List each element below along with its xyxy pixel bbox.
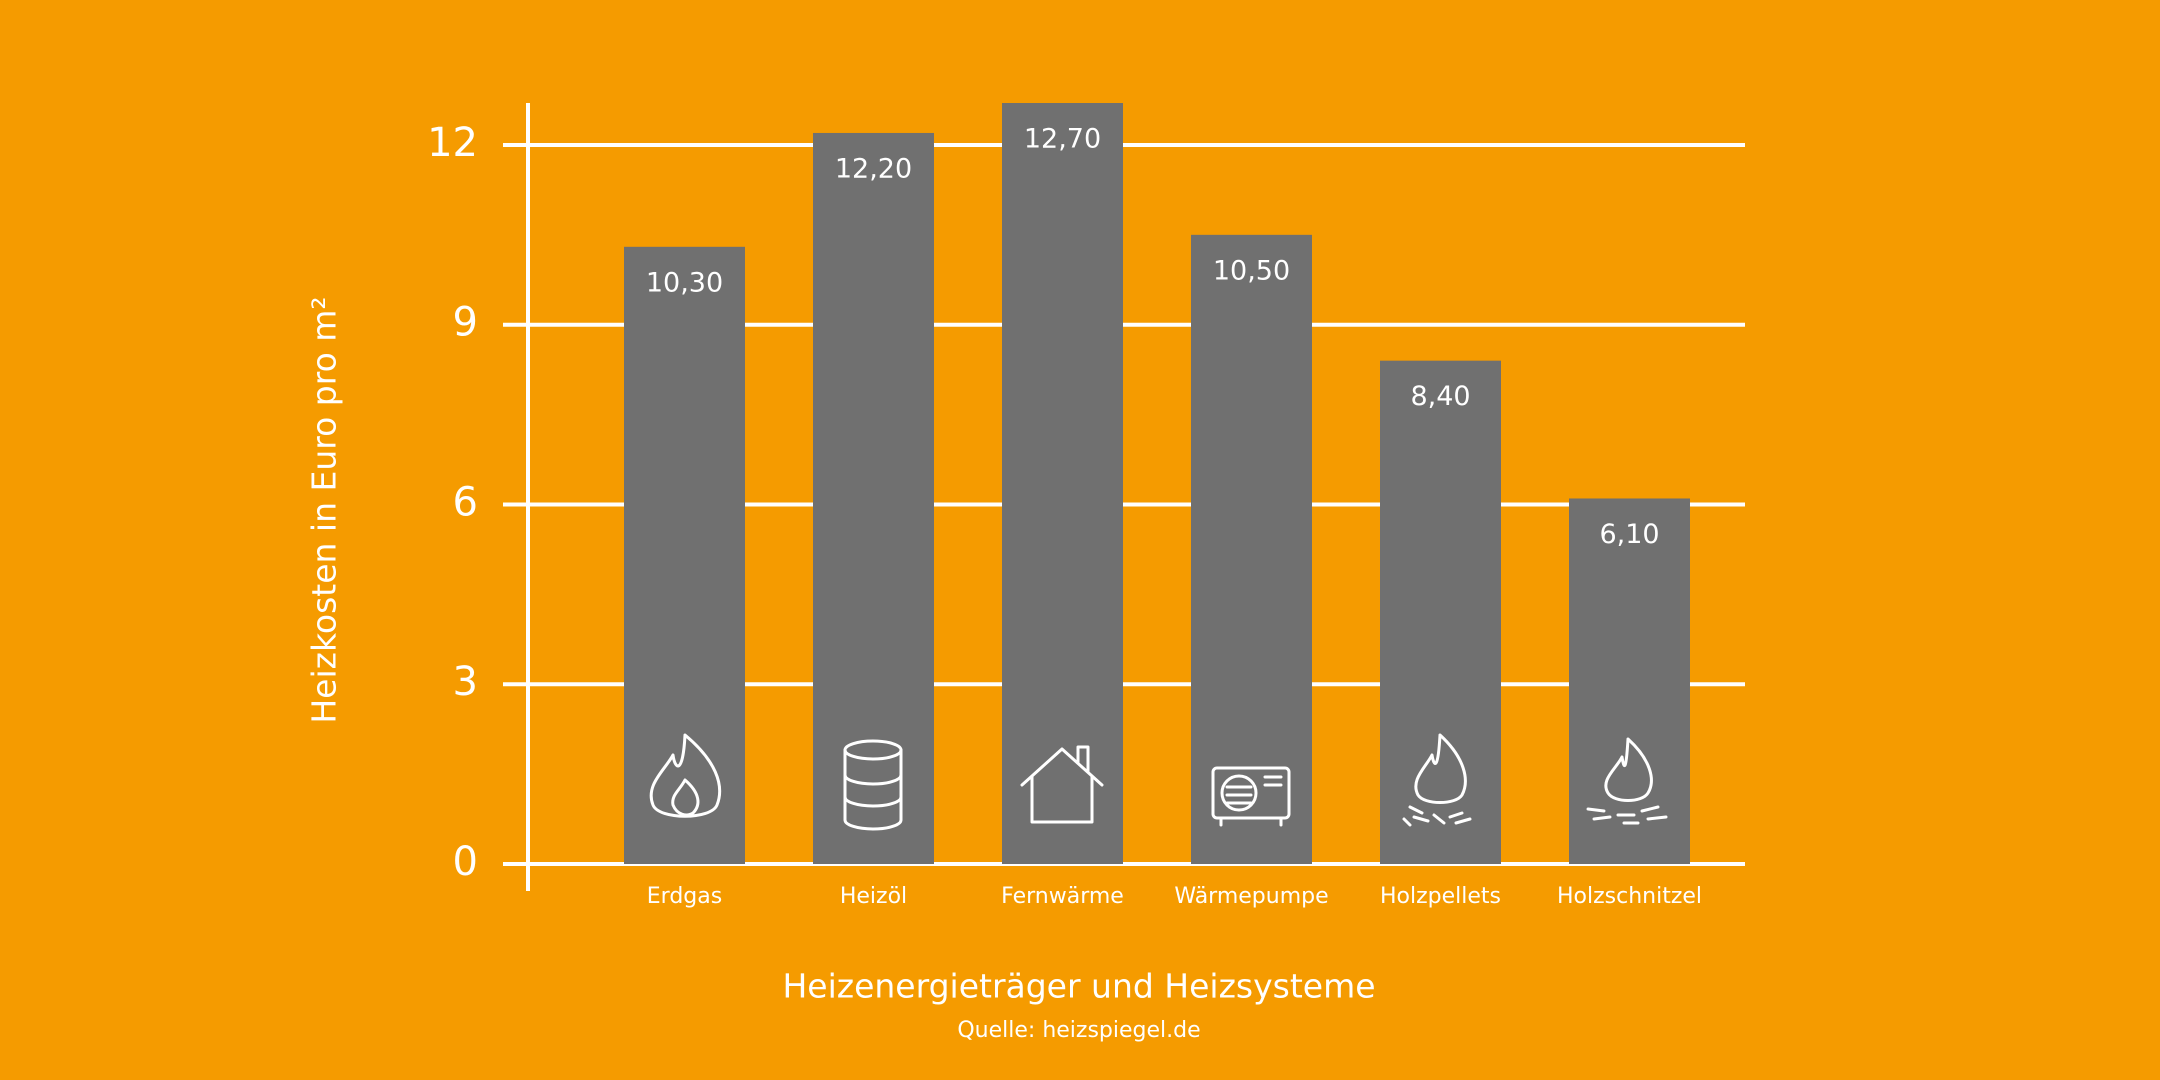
x-tick-label: Erdgas [647,884,722,909]
woodchips-icon [1586,737,1668,825]
value-label: 8,40 [1410,381,1470,412]
x-tick-label: Holzschnitzel [1557,884,1702,909]
heatpump-icon [1211,766,1291,827]
bars: Erdgas 10,30 Heizöl 12,20 Fernwärme 12,70 Wärm… [624,103,1702,909]
icons [649,733,1668,831]
y-axis-title: Heizkosten in Euro pro m² [305,296,344,723]
bar [1380,360,1501,864]
value-label: 6,10 [1599,519,1659,550]
x-tick-label: Wärmepumpe [1174,884,1328,909]
x-tick-label: Heizöl [840,884,907,909]
bar [1002,103,1123,864]
flame-icon [649,733,722,818]
bar [813,132,934,864]
value-label: 12,70 [1024,124,1101,155]
barrel-icon [843,739,903,831]
x-tick-label: Fernwärme [1001,884,1124,909]
x-axis-title: Heizenergieträger und Heizsysteme [782,967,1375,1006]
bar [1191,234,1312,864]
y-tick-label: 6 [453,479,478,525]
y-tick-label: 0 [453,839,478,885]
bar [624,246,745,864]
x-tick-label: Holzpellets [1380,884,1501,909]
value-label: 12,20 [835,153,912,184]
house-icon [1020,745,1104,824]
y-tick-label: 3 [453,659,478,705]
y-tick-label: 12 [427,120,478,166]
y-tick-label: 9 [453,300,478,346]
value-label: 10,30 [646,267,723,298]
pellets-icon [1402,733,1472,827]
bar [1569,498,1690,864]
source: Quelle: heizspiegel.de [957,1018,1200,1043]
value-label: 10,50 [1213,255,1290,286]
